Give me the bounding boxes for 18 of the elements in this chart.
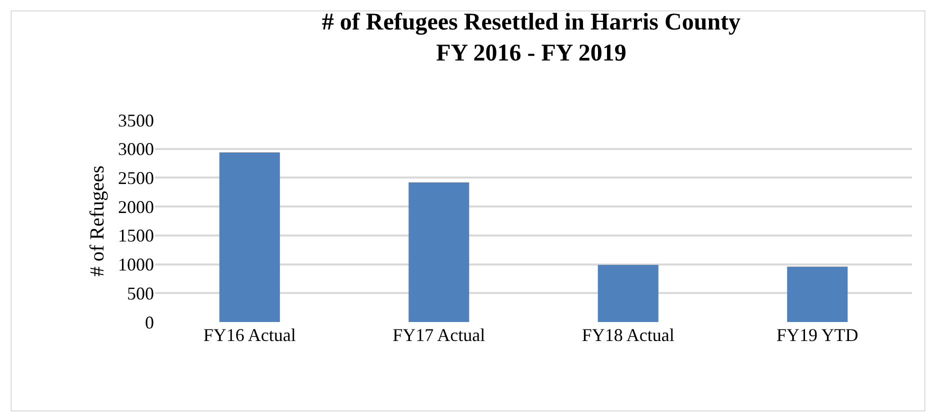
x-tick-label: FY16 Actual	[203, 325, 296, 345]
bar	[787, 266, 848, 322]
bar	[598, 264, 658, 322]
y-tick-label: 3500	[118, 110, 154, 130]
y-tick-label: 3000	[118, 139, 154, 160]
y-tick-label: 2000	[118, 196, 154, 217]
bar	[408, 182, 470, 322]
x-tick-label: FY17 Actual	[392, 325, 486, 345]
chart-title: # of Refugees Resettled in Harris County FY 2016 - FY 2019	[322, 9, 741, 67]
y-tick-label: 1500	[118, 226, 154, 246]
y-tick-label: 1000	[118, 254, 154, 275]
y-tick-label: 2500	[118, 168, 154, 188]
y-tick-label: 500	[127, 283, 154, 304]
bar	[219, 152, 280, 322]
y-tick-label: 0	[145, 312, 154, 332]
x-tick-label: FY19 YTD	[776, 325, 858, 345]
y-axis-title: # of Refugees	[86, 165, 108, 277]
x-tick-label: FY18 Actual	[582, 325, 674, 345]
